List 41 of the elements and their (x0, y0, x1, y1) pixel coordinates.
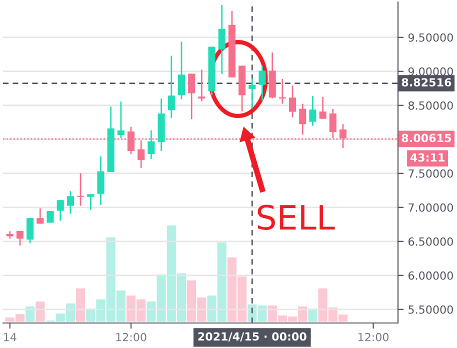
x-tick-label: 12:00 (116, 332, 146, 342)
candlestick (299, 103, 306, 136)
x-tick-label: 14 (4, 333, 16, 342)
candlestick (97, 156, 104, 206)
bar (308, 308, 318, 322)
candlestick (168, 55, 175, 119)
candlestick (77, 172, 84, 207)
ref-line-label: 8.82516 (402, 78, 452, 86)
candlestick (288, 84, 296, 118)
y-tick-label: 5.50000 (408, 305, 453, 314)
bar (76, 288, 86, 322)
candlestick (138, 140, 145, 169)
candlestick (117, 100, 124, 139)
candlestick (198, 68, 206, 102)
candlestick (178, 41, 186, 100)
text: 43:11 (410, 153, 444, 162)
y-tick-label: 7.00000 (408, 203, 453, 212)
candlestick (66, 190, 74, 214)
candlestick (248, 78, 256, 109)
y-tick-label: 6.00000 (408, 271, 453, 280)
ref-line-label: 2021/4/15 · 00:00 (198, 332, 306, 342)
candlestick (309, 95, 316, 126)
candlestick (258, 65, 266, 102)
candlestick (218, 4, 226, 75)
y-tick-label: 6.50000 (408, 237, 453, 246)
candlestick (36, 208, 44, 224)
y-tick-label: 7.50000 (408, 169, 453, 178)
candlestick (319, 96, 326, 120)
ref-line-label: 8.00615 (402, 134, 451, 142)
y-tick-label: 9.00000 (408, 67, 453, 76)
annotation: SELL (258, 204, 335, 230)
candlestick (56, 199, 64, 222)
candlestick (26, 217, 34, 244)
y-tick-label: 8.50000 (408, 101, 453, 110)
candlestick (16, 230, 24, 246)
candlestick (87, 193, 94, 210)
y-tick-label: 9.50000 (408, 33, 453, 42)
candlestick (148, 130, 155, 160)
x-tick-label: 12:00 (358, 332, 389, 342)
bar (36, 301, 45, 322)
candlestick (188, 72, 196, 120)
